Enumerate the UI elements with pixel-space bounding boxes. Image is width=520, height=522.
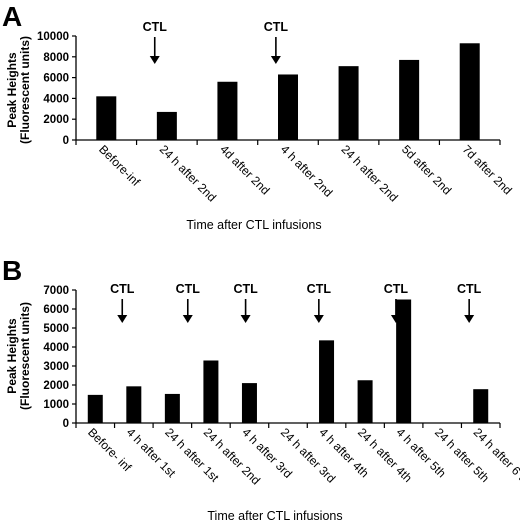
panel-b-bar (241, 383, 257, 423)
panel-a-bar (156, 111, 177, 140)
panel-b-bar (203, 360, 219, 423)
panel-a-category-label: 24 h after 2nd (338, 142, 400, 204)
panel-a-ctl-label: CTL (143, 20, 168, 34)
panel-b-ctl-label: CTL (457, 282, 482, 296)
panel-a-bar (96, 96, 117, 140)
panel-b-ctl-label: CTL (307, 282, 332, 296)
panel-b-y-tick-label: 4000 (43, 342, 69, 354)
panel-a-category-label: 4d after 2nd (217, 142, 272, 197)
panel-b-y-tick-label: 1000 (43, 399, 69, 411)
panel-b-bar (396, 299, 412, 423)
panel-b-bar (473, 389, 489, 423)
panel-b-letter: B (2, 255, 22, 286)
panel-b-y-tick-label: 6000 (43, 304, 69, 316)
panel-b-ctl-arrow-head (464, 315, 475, 323)
panel-b-bar (87, 394, 103, 423)
panel-a-y-tick-label: 8000 (43, 52, 69, 64)
panel-a-category-label: 4 h after 2nd (278, 142, 336, 200)
panel-b-y-tick-label: 7000 (43, 285, 69, 297)
panel-b-ctl-label: CTL (384, 282, 409, 296)
panel-b-ctl-label: CTL (176, 282, 201, 296)
panel-a-letter: A (2, 1, 22, 32)
panel-b: B Peak Heights(Fluorescent units) 0 1000 20… (2, 255, 520, 522)
panel-b-y-tick-label: 2000 (43, 380, 69, 392)
panel-a-ctl-arrow-head (149, 56, 160, 64)
panel-a-category-label: 24 h after 2nd (157, 142, 219, 204)
panel-b-ctl-arrow-head (390, 315, 401, 323)
panel-a-bar (217, 81, 238, 140)
panel-a-y-tick-label: 0 (63, 135, 69, 147)
panel-b-xlabel: Time after CTL infusions (207, 509, 342, 522)
panel-b-ctl-label: CTL (110, 282, 135, 296)
panel-b-y-tick-label: 3000 (43, 361, 69, 373)
panel-b-bar (319, 340, 335, 423)
panel-a-category-label: Before-inf (96, 142, 143, 189)
panel-a-bar (459, 43, 480, 140)
panel-b-bar (126, 386, 142, 423)
panel-a-bar (278, 74, 298, 140)
panel-b-y-tick-label: 5000 (43, 323, 69, 335)
panel-a: A Peak Heights(Fluorescent units) 0 2000 40… (2, 1, 515, 232)
panel-b-ylabel-line: Peak Heights (5, 318, 19, 394)
panel-b-ctl-arrow-head (240, 315, 251, 323)
panel-a-bar (338, 66, 359, 140)
panel-a-xlabel: Time after CTL infusions (186, 218, 321, 232)
panel-a-y-tick-label: 6000 (43, 73, 69, 85)
panel-a-ylabel-line: Peak Heights (5, 52, 19, 128)
panel-b-ctl-arrow-head (313, 315, 324, 323)
panel-a-category-label: 7d after 2nd (460, 142, 515, 197)
panel-a-ylabel-line: (Fluorescent units) (18, 36, 32, 144)
panel-b-y-tick-label: 0 (63, 418, 69, 430)
panel-a-y-tick-label: 10000 (37, 31, 69, 43)
panel-b-ctl-label: CTL (233, 282, 258, 296)
panel-b-ctl-arrow-head (117, 315, 128, 323)
panel-b-ylabel-line: (Fluorescent units) (18, 302, 32, 410)
panel-a-bar (399, 59, 420, 140)
panel-b-ctl-arrow-head (182, 315, 193, 323)
panel-a-ctl-label: CTL (264, 20, 289, 34)
panel-b-bar (357, 380, 373, 423)
panel-a-ctl-arrow-head (270, 56, 281, 64)
panel-a-category-label: 5d after 2nd (399, 142, 454, 197)
panel-a-ylabel: Peak Heights(Fluorescent units) (5, 36, 32, 144)
panel-a-y-tick-label: 4000 (43, 93, 69, 105)
panel-b-ylabel: Peak Heights(Fluorescent units) (5, 302, 32, 410)
panel-a-y-tick-label: 2000 (43, 114, 69, 126)
panel-b-bar (164, 393, 180, 423)
